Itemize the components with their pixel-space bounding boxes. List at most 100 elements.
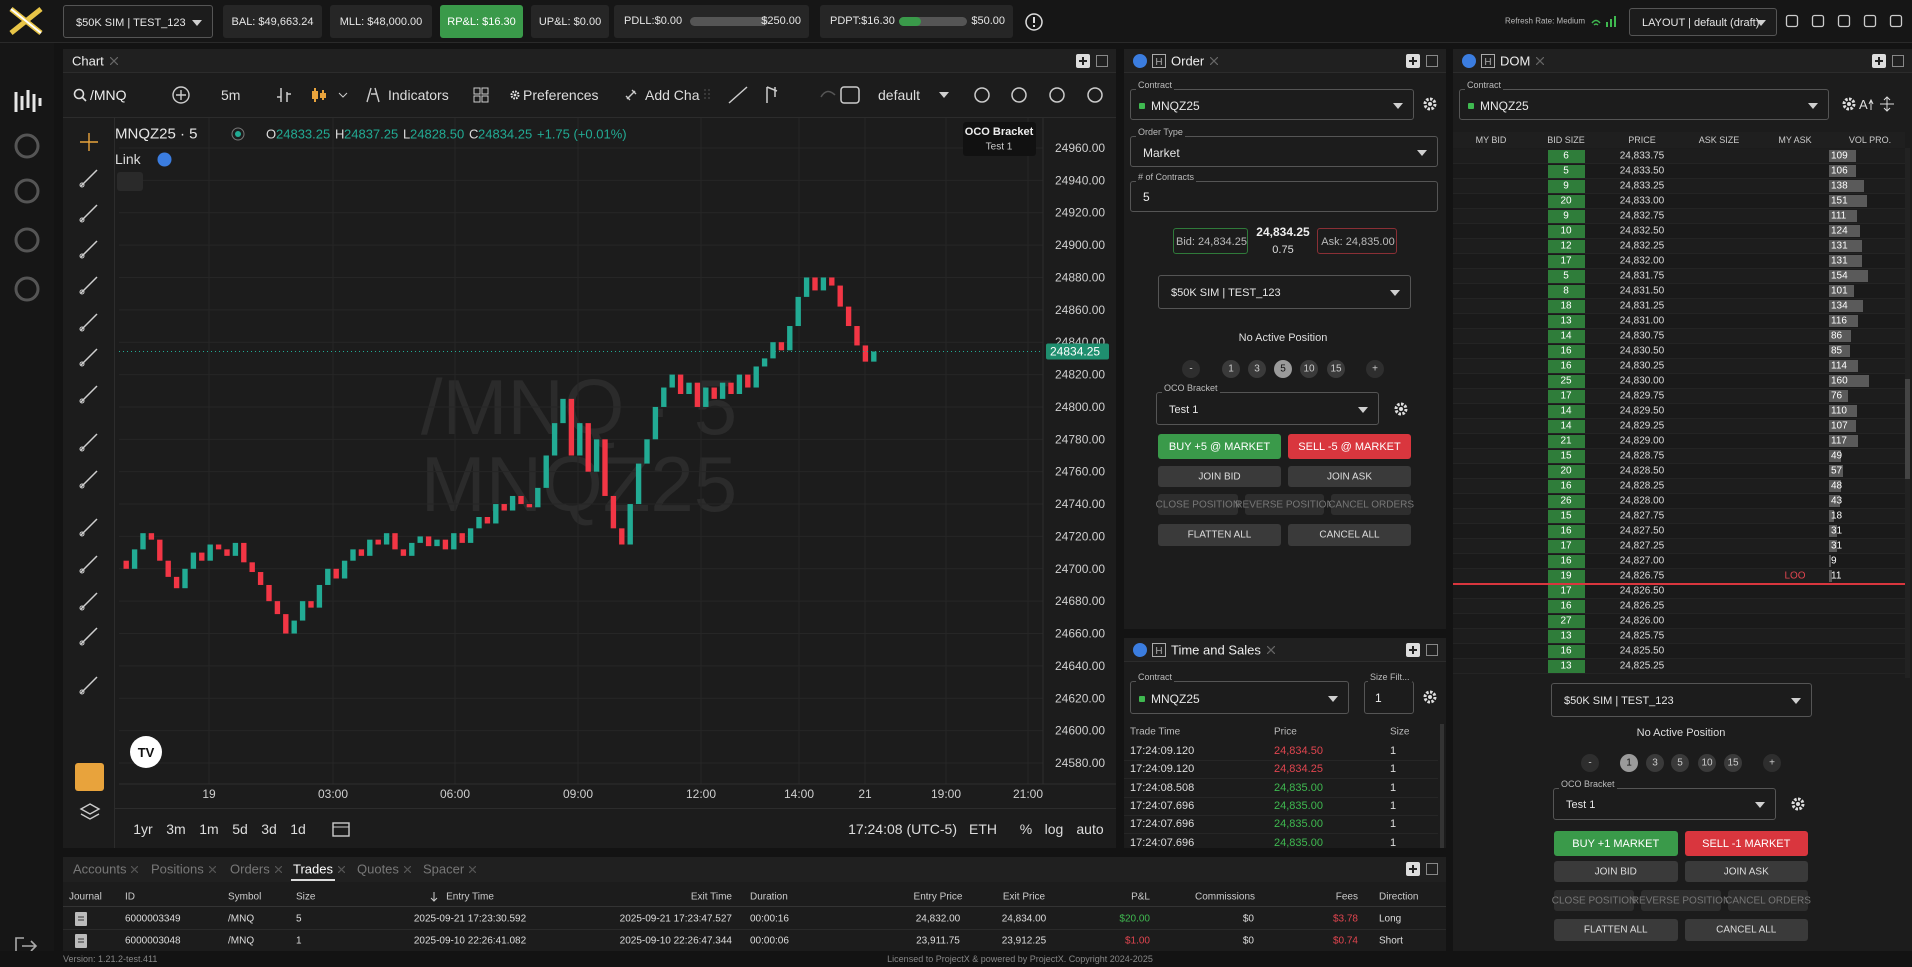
volume-label: 134 (1831, 300, 1848, 312)
dom-account-select[interactable]: $50K SIM | TEST_123 (1551, 683, 1812, 717)
qty-button[interactable]: 3 (1646, 754, 1664, 772)
bottom-tab[interactable]: Spacer (423, 861, 465, 877)
indicators-icon (366, 87, 380, 103)
candle (350, 549, 356, 561)
volume-bar (1829, 480, 1841, 492)
bottom-tab[interactable]: Accounts (73, 861, 127, 877)
volume-bar (1829, 450, 1842, 462)
table-cell: Long (1379, 913, 1402, 925)
candle (593, 439, 600, 472)
collapse-legend[interactable] (117, 172, 143, 191)
candle (686, 382, 692, 394)
close-tab (1267, 646, 1275, 654)
layout-select[interactable]: LAYOUT | default (draft) (1629, 8, 1777, 36)
buy-market-button[interactable]: BUY +5 @ MARKET (1158, 434, 1281, 459)
qty-button[interactable]: 10 (1300, 360, 1318, 378)
column-header: Exit Price (1002, 891, 1046, 903)
favorites-button[interactable] (75, 763, 104, 791)
status-dot (1468, 102, 1474, 109)
contracts-input[interactable]: 5 (1130, 181, 1438, 212)
join-ask-button[interactable]: JOIN ASK (1684, 861, 1808, 882)
caret (1328, 695, 1338, 702)
account-select[interactable]: $50K SIM | TEST_123 (1158, 275, 1411, 309)
drawing-tool (79, 555, 98, 574)
bid-size-cell (1548, 659, 1585, 673)
max-loss-limit-label: MLL: $48,000.00 (339, 15, 423, 28)
qty-button[interactable]: + (1763, 754, 1781, 772)
field-label: Contract (1136, 672, 1175, 682)
oco-select[interactable]: Test 1 (1156, 392, 1379, 425)
qty-button[interactable]: 15 (1327, 360, 1345, 378)
realized-pnl: RP&L: $16.30 (440, 5, 523, 38)
volume-bar (1829, 510, 1834, 522)
join-bid-button-label: JOIN BID (1198, 471, 1241, 482)
legend-key: L (403, 126, 411, 142)
candle (652, 406, 659, 440)
dom-column-header: PRICE (1628, 135, 1656, 145)
dom-contract-select[interactable]: MNQZ25 (1459, 89, 1829, 120)
bid-size: 21 (1560, 435, 1572, 447)
order-type-select[interactable]: Market (1130, 136, 1438, 167)
qty-button[interactable]: 1 (1222, 360, 1240, 378)
qty-button[interactable]: 10 (1698, 754, 1716, 772)
qty-button[interactable]: - (1182, 360, 1200, 378)
qty-button[interactable]: + (1366, 360, 1384, 378)
join-bid-button[interactable]: JOIN BID (1554, 861, 1678, 882)
bid-size: 17 (1560, 255, 1572, 267)
size-filter-input[interactable]: 1 (1364, 681, 1414, 714)
drawing-toolbar (701, 75, 858, 115)
bid-size-cell (1548, 299, 1585, 313)
candle (854, 326, 860, 346)
volume-bar (1829, 540, 1837, 552)
limit-gauge: PDLL:$0.00 $250.00 (614, 5, 809, 38)
layout-select-value: LAYOUT | default (draft) (1642, 17, 1760, 29)
join-ask-button[interactable]: JOIN ASK (1288, 466, 1411, 487)
qty-button-label: + (1769, 757, 1775, 769)
account-select-value: $50K SIM | TEST_123 (1171, 287, 1281, 299)
table-cell: $0 (1242, 913, 1254, 925)
flatten-all-button[interactable]: FLATTEN ALL (1158, 524, 1281, 546)
qty-button[interactable]: 3 (1248, 360, 1266, 378)
bid-size: 18 (1560, 300, 1572, 312)
cancel-all-button-label: CANCEL ALL (1716, 924, 1777, 936)
qty-button[interactable]: 5 (1274, 360, 1292, 378)
bottom-tab[interactable]: Orders (230, 861, 270, 877)
info-icon (1025, 13, 1043, 31)
table-cell: 24,834.00 (1001, 913, 1047, 925)
buy-market-button[interactable]: BUY +1 MARKET (1554, 831, 1678, 856)
bottom-tab[interactable]: Quotes (357, 861, 399, 877)
bottom-tab[interactable]: Positions (151, 861, 204, 877)
gauge-label: PDLL:$0.00 (624, 15, 683, 27)
bid-size: 5 (1563, 165, 1569, 177)
qty-button[interactable]: 1 (1620, 754, 1638, 772)
contract-select-value: MNQZ25 (1151, 98, 1200, 113)
volume-bar (1829, 375, 1869, 387)
ts-contract-select[interactable]: MNQZ25 (1130, 681, 1349, 714)
ts-size: 1 (1390, 818, 1397, 831)
dom-price: 24,826.25 (1619, 600, 1665, 612)
join-bid-button[interactable]: JOIN BID (1158, 466, 1281, 487)
x-tick-label: 03:00 (318, 787, 348, 801)
top-bar: $50K SIM | TEST_123 BAL: $49,663.24 MLL: $… (0, 0, 1912, 43)
bottom-tab[interactable]: Trades (293, 861, 333, 877)
contract-select[interactable]: MNQZ25 (1130, 89, 1414, 120)
realized-pnl-label: RP&L: $16.30 (447, 15, 516, 28)
cancel-all-button[interactable]: CANCEL ALL (1288, 524, 1411, 546)
qty-button[interactable]: 15 (1724, 754, 1742, 772)
ts-column-header: Price (1274, 726, 1297, 738)
flatten-all-button[interactable]: FLATTEN ALL (1554, 919, 1678, 941)
account-select[interactable]: $50K SIM | TEST_123 (63, 5, 213, 38)
candle (871, 351, 877, 362)
sell-market-button[interactable]: SELL -1 MARKET (1684, 831, 1808, 856)
panel-header: H DOM (1453, 49, 1912, 73)
drawing-toolbar-icons (704, 86, 836, 104)
clock: 17:24:08 (UTC-5) (848, 821, 957, 837)
cancel-all-button[interactable]: CANCEL ALL (1684, 919, 1808, 941)
caret (939, 92, 949, 98)
sell-market-button[interactable]: SELL -5 @ MARKET (1288, 434, 1411, 459)
bid-size: 27 (1560, 615, 1572, 627)
qty-button[interactable]: - (1581, 754, 1599, 772)
volume-bar (1829, 555, 1832, 567)
qty-button[interactable]: 5 (1671, 754, 1689, 772)
dom-oco-select[interactable]: Test 1 (1553, 788, 1776, 820)
